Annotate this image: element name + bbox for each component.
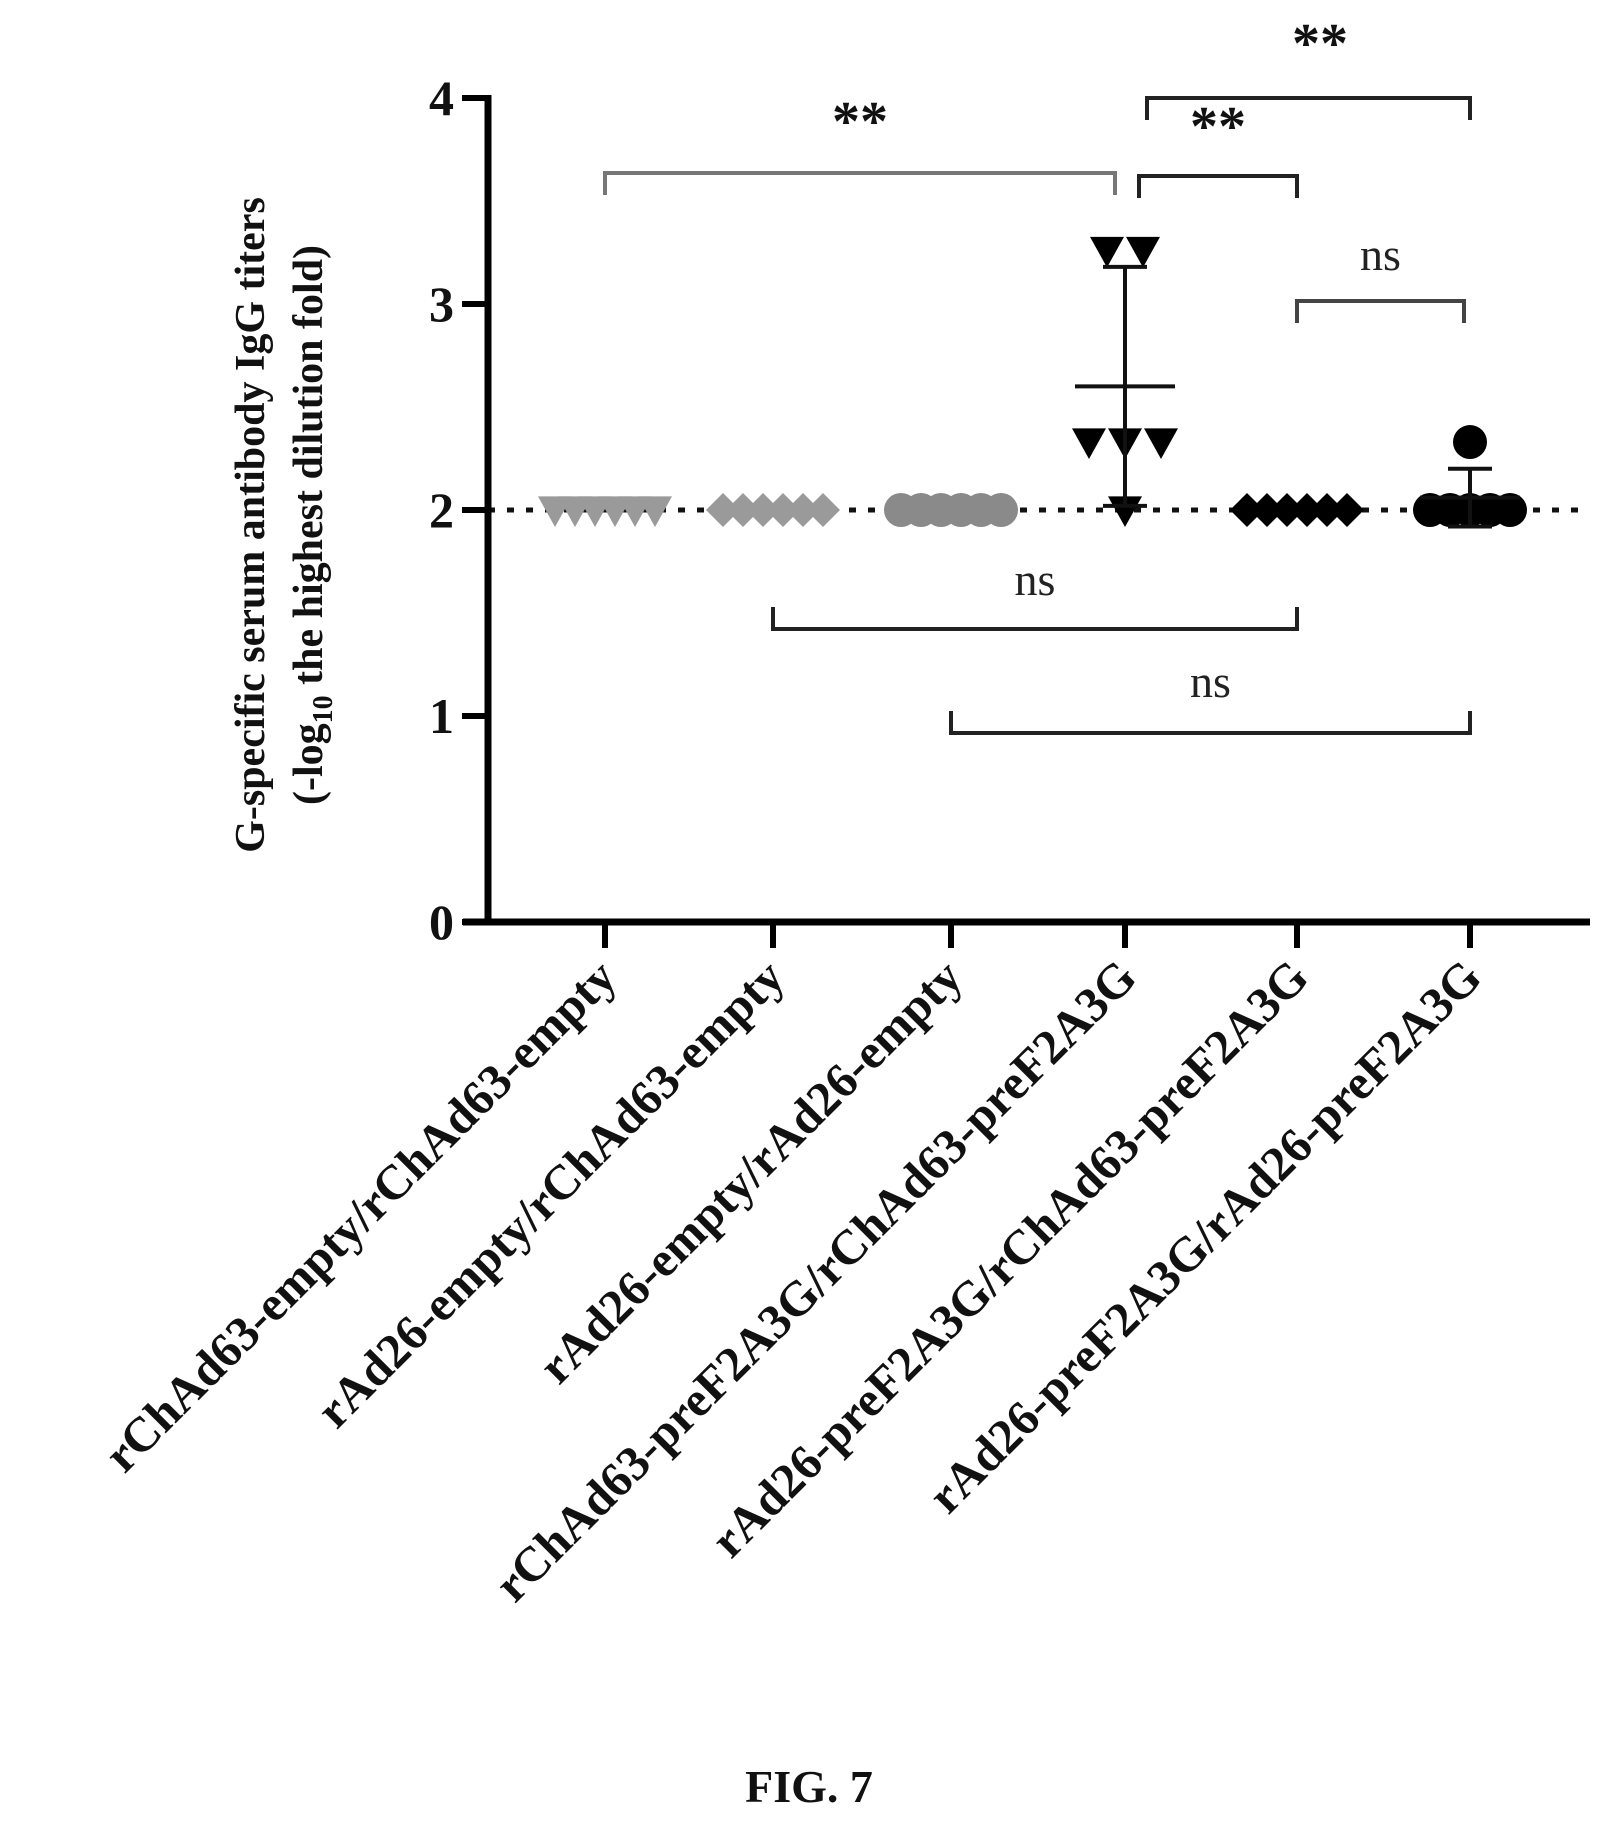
point-3-0 [1090, 236, 1124, 268]
bracket-label-4: ns [1015, 554, 1056, 605]
bracket-label-0: ** [832, 91, 888, 153]
significance-brackets: ** ** ** ns ns ns [603, 13, 1472, 735]
point-4-5 [1330, 493, 1364, 527]
point-5-0 [1453, 425, 1487, 460]
point-4-0 [1230, 493, 1264, 527]
point-4-2 [1270, 493, 1304, 527]
bracket-3 [1295, 299, 1466, 323]
bracket-0 [603, 171, 1117, 195]
point-1-5 [806, 493, 840, 527]
point-4-4 [1310, 493, 1344, 527]
y-tick-label-0: 0 [429, 894, 454, 950]
y-axis-label-line1: G-specific serum antibody IgG titers [228, 197, 274, 853]
point-1-2 [746, 493, 780, 527]
bracket-1 [1137, 174, 1299, 198]
point-4-1 [1250, 493, 1284, 527]
point-5-5 [1493, 493, 1527, 527]
point-4-3 [1290, 493, 1324, 527]
error-bars [1075, 264, 1520, 529]
bracket-label-3: ns [1360, 229, 1401, 280]
y-tick-label-4: 4 [429, 70, 454, 126]
point-2-5 [984, 493, 1018, 527]
bracket-label-5: ns [1190, 656, 1231, 707]
y-tick-label-3: 3 [429, 276, 454, 332]
bracket-2 [1145, 96, 1472, 120]
y-axis-label: G-specific serum antibody IgG titers (-l… [228, 197, 339, 853]
bracket-5 [949, 711, 1472, 735]
category-labels: rChAd63-empty/rChAd63-emptyrAd26-empty/r… [93, 949, 1492, 1613]
y-tick-label-2: 2 [429, 482, 454, 538]
category-label-4: rAd26-preF2A3G/rChAd63-preF2A3G [700, 949, 1319, 1568]
point-1-4 [786, 493, 820, 527]
data-points [538, 236, 1527, 527]
category-label-3: rChAd63-preF2A3G/rChAd63-preF2A3G [484, 949, 1147, 1612]
point-3-2 [1072, 428, 1106, 460]
point-1-1 [726, 493, 760, 527]
y-axis-label-line2: (-log10 the highest dilution fold) [286, 245, 339, 805]
point-3-4 [1144, 428, 1178, 460]
y-tick-label-1: 1 [429, 688, 454, 744]
figure-caption: FIG. 7 [745, 1761, 873, 1812]
point-3-1 [1126, 236, 1160, 268]
bracket-label-2: ** [1292, 13, 1348, 75]
point-0-5 [638, 496, 672, 527]
axes: 0 1 2 3 4 [429, 70, 1590, 950]
bracket-4 [771, 607, 1299, 631]
point-1-0 [706, 493, 740, 527]
point-1-3 [766, 493, 800, 527]
bracket-label-1: ** [1190, 96, 1246, 158]
